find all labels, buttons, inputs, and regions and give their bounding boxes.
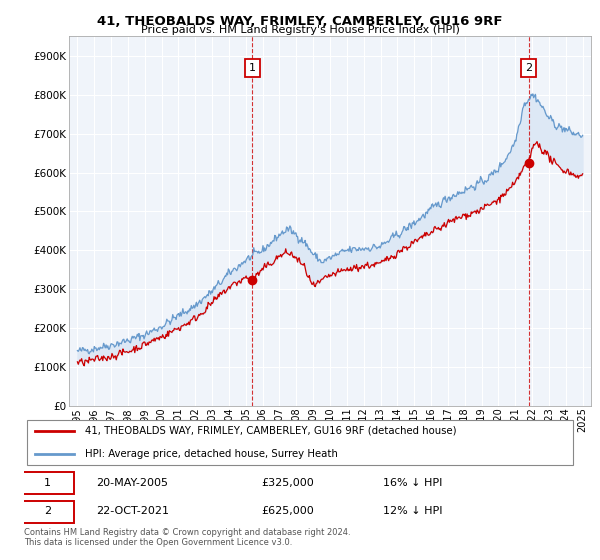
Text: 20-MAY-2005: 20-MAY-2005 [96,478,168,488]
Text: Contains HM Land Registry data © Crown copyright and database right 2024.
This d: Contains HM Land Registry data © Crown c… [24,528,350,547]
Text: £325,000: £325,000 [262,478,314,488]
Text: 2: 2 [525,63,532,73]
Text: 12% ↓ HPI: 12% ↓ HPI [383,506,442,516]
Text: 22-OCT-2021: 22-OCT-2021 [96,506,169,516]
Text: Price paid vs. HM Land Registry's House Price Index (HPI): Price paid vs. HM Land Registry's House … [140,25,460,35]
Text: 1: 1 [44,478,51,488]
FancyBboxPatch shape [21,501,74,523]
Text: 2: 2 [44,506,51,516]
Text: 16% ↓ HPI: 16% ↓ HPI [383,478,442,488]
FancyBboxPatch shape [27,420,573,465]
FancyBboxPatch shape [21,472,74,494]
Text: HPI: Average price, detached house, Surrey Heath: HPI: Average price, detached house, Surr… [85,449,338,459]
Text: £625,000: £625,000 [262,506,314,516]
Text: 1: 1 [249,63,256,73]
Text: 41, THEOBALDS WAY, FRIMLEY, CAMBERLEY, GU16 9RF (detached house): 41, THEOBALDS WAY, FRIMLEY, CAMBERLEY, G… [85,426,457,436]
Text: 41, THEOBALDS WAY, FRIMLEY, CAMBERLEY, GU16 9RF: 41, THEOBALDS WAY, FRIMLEY, CAMBERLEY, G… [97,15,503,27]
